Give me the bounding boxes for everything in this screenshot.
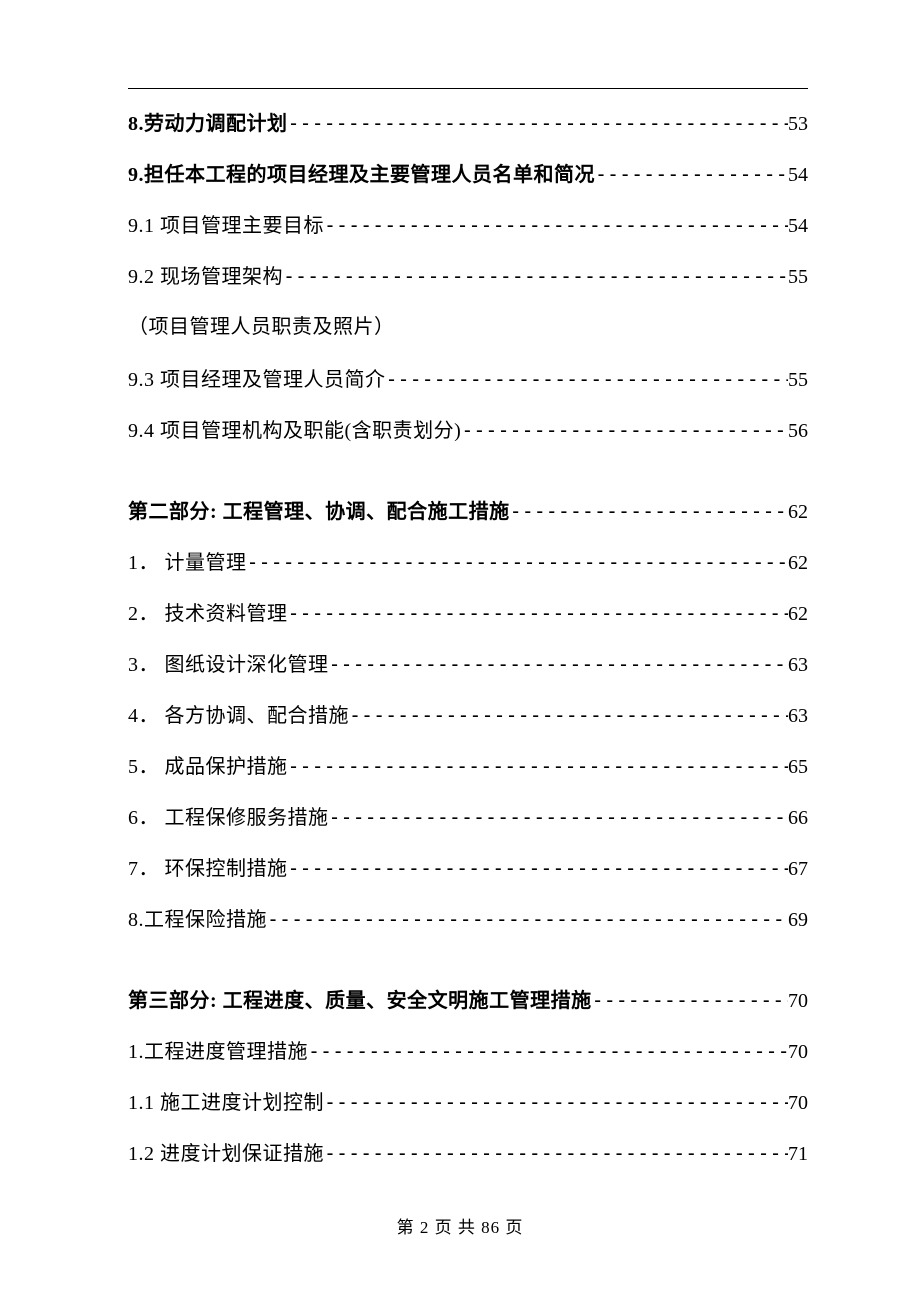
toc-page-number: 62	[788, 502, 808, 522]
toc-leader	[324, 215, 788, 235]
toc-label: 8.工程保险措施	[128, 910, 267, 930]
toc-page-number: 54	[788, 216, 808, 236]
toc-entry: 7． 环保控制措施 67	[128, 858, 808, 879]
toc-label: 9.3 项目经理及管理人员简介	[128, 370, 386, 390]
toc-leader	[267, 909, 788, 929]
toc-page-number: 56	[788, 421, 808, 441]
toc-page-number: 63	[788, 706, 808, 726]
toc-label: 1.1 施工进度计划控制	[128, 1093, 324, 1113]
toc-page-number: 62	[788, 604, 808, 624]
toc-page-number: 66	[788, 808, 808, 828]
toc-label: 4． 各方协调、配合措施	[128, 706, 349, 726]
toc-note: （项目管理人员职责及照片）	[128, 317, 808, 337]
toc-page-number: 70	[788, 1042, 808, 1062]
toc-page-number: 71	[788, 1144, 808, 1164]
toc-page-number: 54	[788, 165, 808, 185]
toc-entry: 6． 工程保修服务措施 66	[128, 807, 808, 828]
toc-entry: 9.1 项目管理主要目标 54	[128, 215, 808, 236]
table-of-contents: 8.劳动力调配计划539.担任本工程的项目经理及主要管理人员名单和简况549.1…	[128, 113, 810, 1164]
toc-leader	[247, 552, 789, 572]
toc-page-number: 69	[788, 910, 808, 930]
page-footer: 第 2 页 共 86 页	[0, 1213, 920, 1238]
toc-label: 9.1 项目管理主要目标	[128, 216, 324, 236]
toc-label: 8.劳动力调配计划	[128, 114, 288, 134]
toc-entry: 1.1 施工进度计划控制 70	[128, 1092, 808, 1113]
toc-leader	[324, 1143, 788, 1163]
toc-leader	[510, 501, 788, 521]
toc-leader	[349, 705, 788, 725]
toc-entry: 3． 图纸设计深化管理 63	[128, 654, 808, 675]
toc-label: 3． 图纸设计深化管理	[128, 655, 329, 675]
toc-entry: 9.担任本工程的项目经理及主要管理人员名单和简况 54	[128, 164, 808, 185]
toc-page-number: 63	[788, 655, 808, 675]
toc-entry: 9.4 项目管理机构及职能(含职责划分) 56	[128, 420, 808, 441]
toc-page-number: 70	[788, 1093, 808, 1113]
toc-leader	[288, 756, 789, 776]
toc-label: 1.工程进度管理措施	[128, 1042, 308, 1062]
toc-page-number: 62	[788, 553, 808, 573]
section-gap	[128, 960, 810, 990]
toc-page-number: 55	[788, 267, 808, 287]
toc-label: 9.担任本工程的项目经理及主要管理人员名单和简况	[128, 165, 595, 185]
toc-entry: 4． 各方协调、配合措施 63	[128, 705, 808, 726]
toc-leader	[386, 369, 789, 389]
toc-entry: 1.2 进度计划保证措施 71	[128, 1143, 808, 1164]
toc-leader	[324, 1092, 788, 1112]
toc-label: 7． 环保控制措施	[128, 859, 288, 879]
section-gap	[128, 471, 810, 501]
toc-page-number: 55	[788, 370, 808, 390]
toc-leader	[329, 654, 789, 674]
toc-page-number: 70	[788, 991, 808, 1011]
toc-page-number: 53	[788, 114, 808, 134]
toc-label: 9.4 项目管理机构及职能(含职责划分)	[128, 421, 461, 441]
toc-leader	[595, 164, 788, 184]
toc-entry: 1． 计量管理 62	[128, 552, 808, 573]
toc-label: 1． 计量管理	[128, 553, 247, 573]
toc-page-number: 67	[788, 859, 808, 879]
toc-label: 第二部分: 工程管理、协调、配合施工措施	[128, 502, 510, 522]
toc-label: 第三部分: 工程进度、质量、安全文明施工管理措施	[128, 991, 592, 1011]
toc-leader	[329, 807, 789, 827]
toc-entry: 第三部分: 工程进度、质量、安全文明施工管理措施 70	[128, 990, 808, 1011]
toc-leader	[592, 990, 788, 1010]
toc-label: 2． 技术资料管理	[128, 604, 288, 624]
toc-entry: 9.2 现场管理架构 55	[128, 266, 808, 287]
toc-label: 5． 成品保护措施	[128, 757, 288, 777]
top-rule	[128, 88, 808, 89]
toc-leader	[288, 858, 789, 878]
toc-leader	[308, 1041, 788, 1061]
footer-text: 第 2 页 共 86 页	[397, 1218, 524, 1237]
toc-leader	[461, 420, 788, 440]
toc-entry: 8.工程保险措施 69	[128, 909, 808, 930]
toc-label: 6． 工程保修服务措施	[128, 808, 329, 828]
toc-page-number: 65	[788, 757, 808, 777]
toc-leader	[288, 603, 789, 623]
document-page: 8.劳动力调配计划539.担任本工程的项目经理及主要管理人员名单和简况549.1…	[0, 0, 920, 1302]
toc-entry: 2． 技术资料管理 62	[128, 603, 808, 624]
toc-entry: 8.劳动力调配计划 53	[128, 113, 808, 134]
toc-entry: 1.工程进度管理措施 70	[128, 1041, 808, 1062]
toc-entry: 第二部分: 工程管理、协调、配合施工措施 62	[128, 501, 808, 522]
toc-leader	[283, 266, 788, 286]
toc-entry: 9.3 项目经理及管理人员简介 55	[128, 369, 808, 390]
toc-label: 9.2 现场管理架构	[128, 267, 283, 287]
toc-entry: 5． 成品保护措施 65	[128, 756, 808, 777]
toc-label: 1.2 进度计划保证措施	[128, 1144, 324, 1164]
toc-leader	[288, 113, 789, 133]
